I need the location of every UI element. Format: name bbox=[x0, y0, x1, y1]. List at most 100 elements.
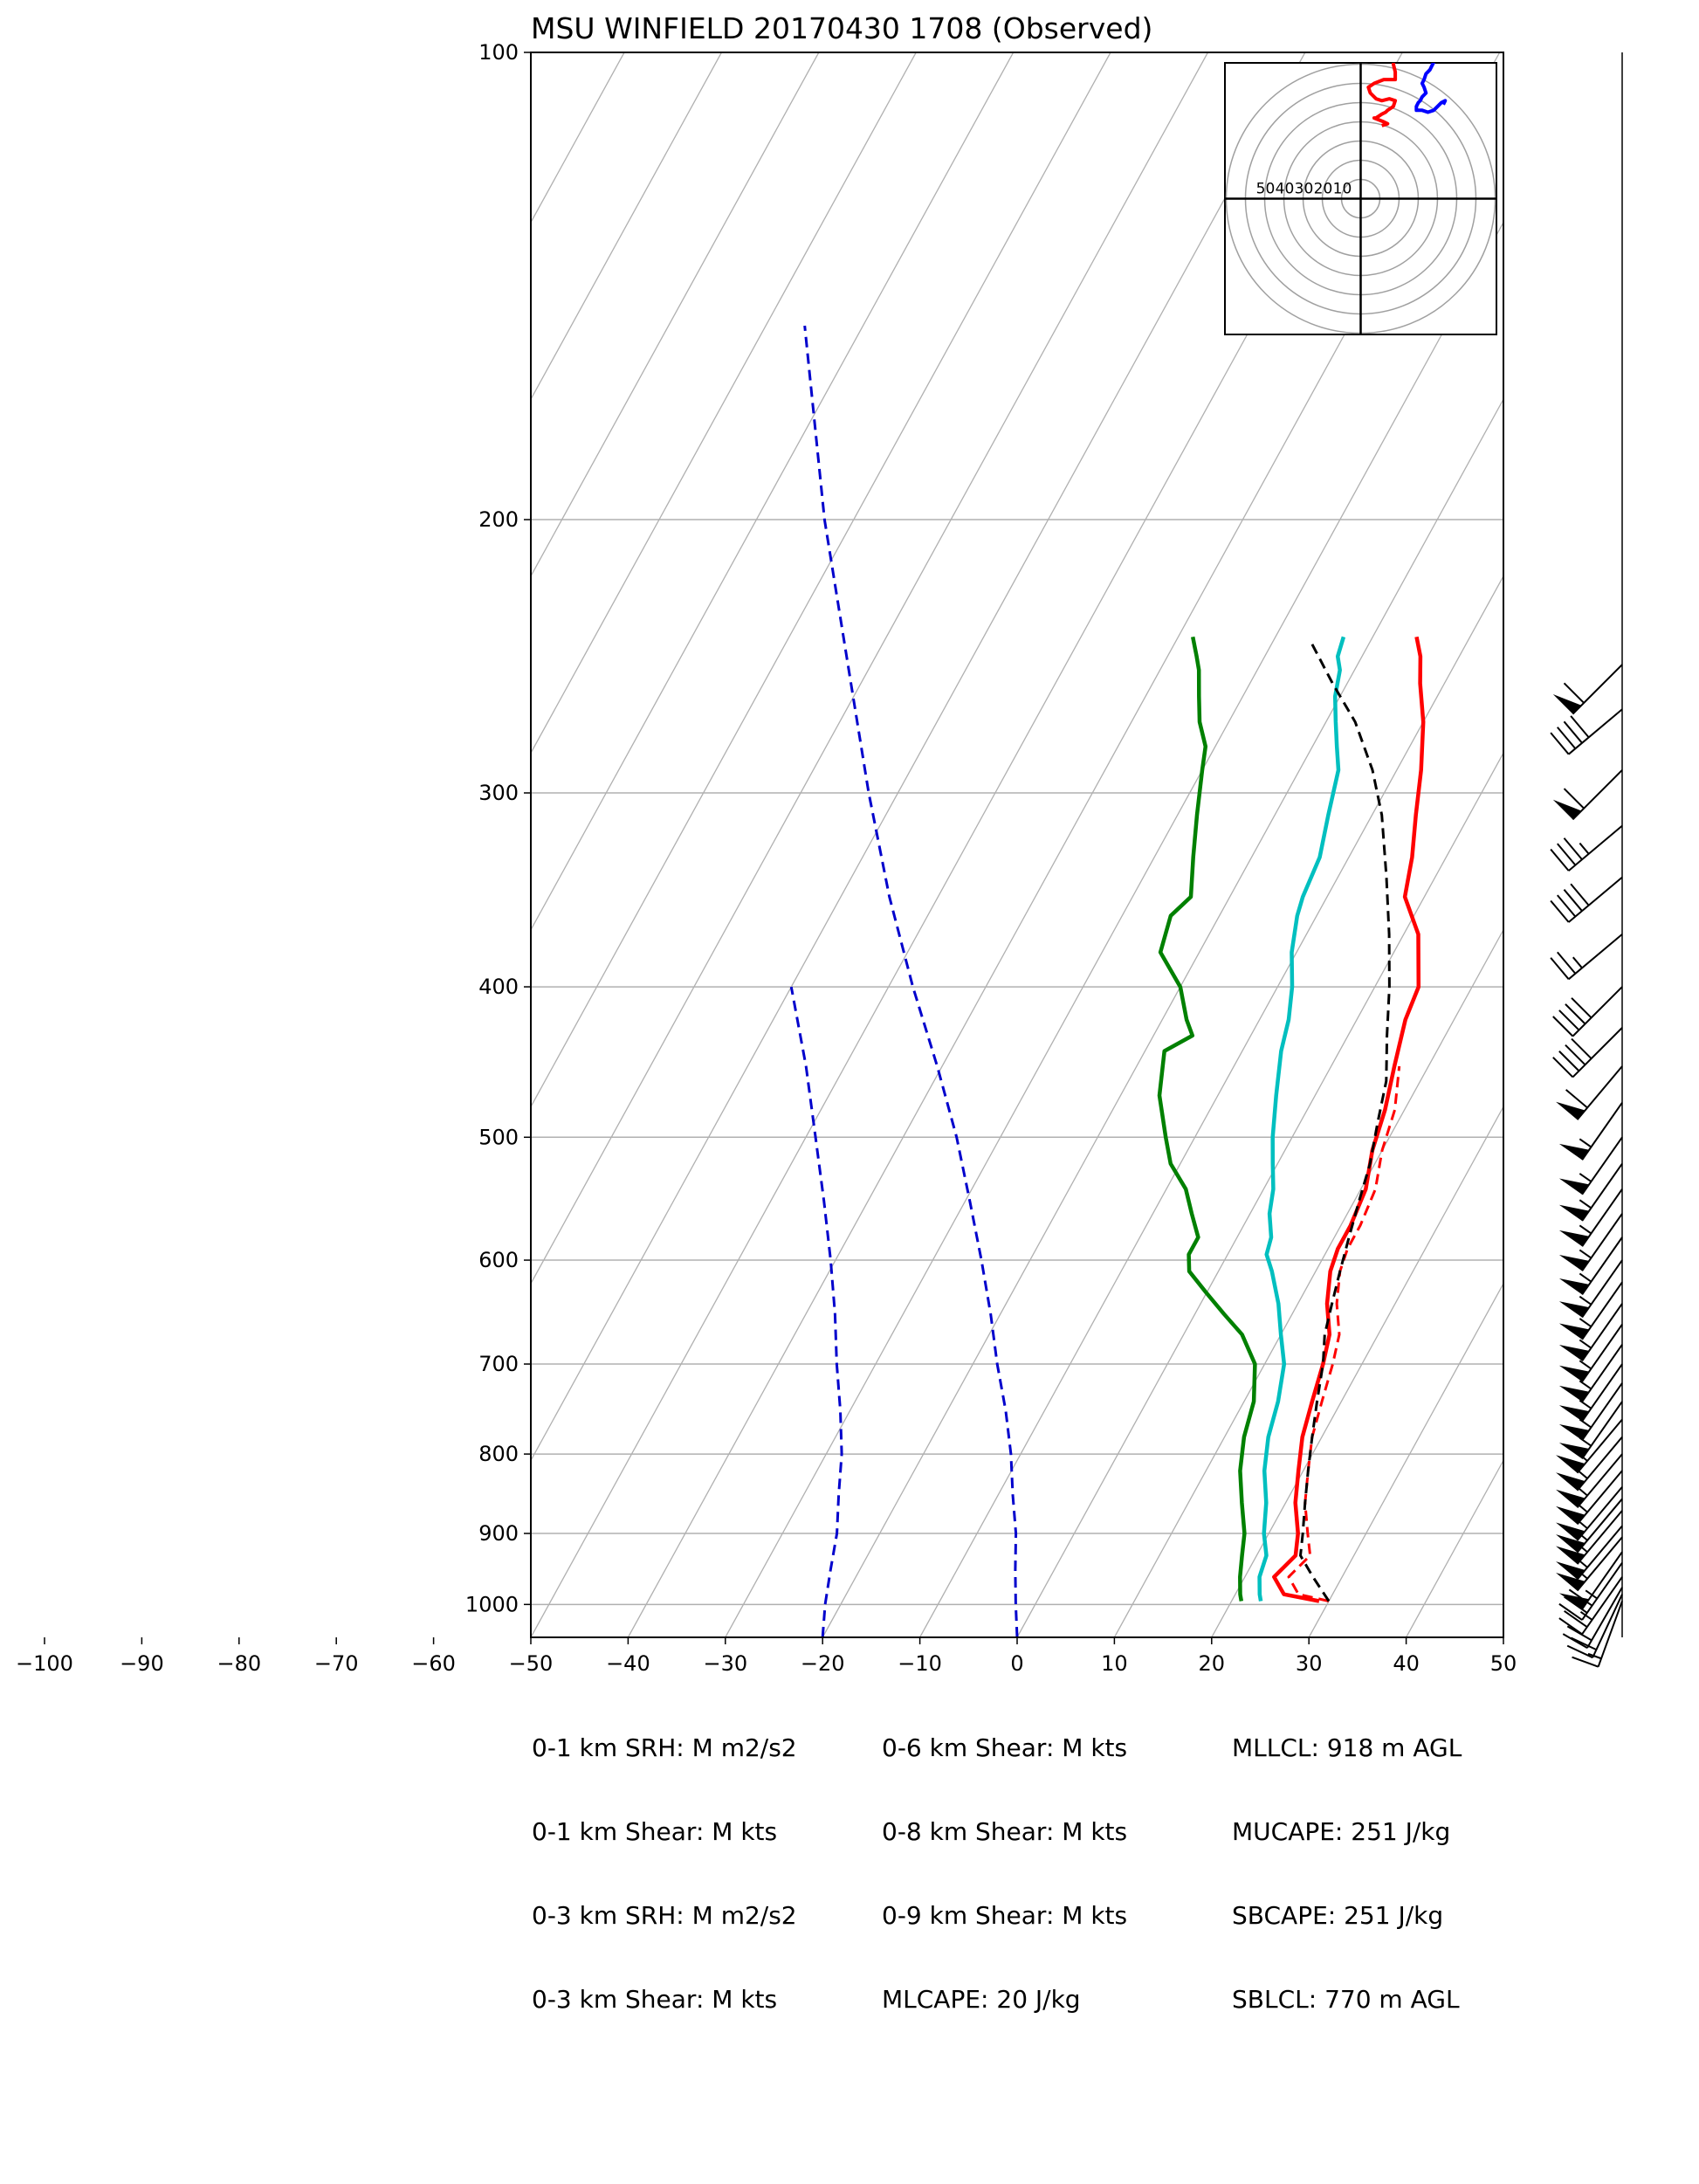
x-tick-label: 30 bbox=[1296, 1651, 1323, 1676]
wind-barb bbox=[1558, 1259, 1623, 1319]
isotherm-gridline bbox=[531, 52, 820, 578]
stat-mllcl: MLLCL: 918 m AGL bbox=[1232, 1733, 1462, 1762]
moist-adiabat-blue bbox=[789, 986, 843, 1637]
stat-shear-0-3km: 0-3 km Shear: M kts bbox=[532, 1985, 778, 2014]
wind-barb bbox=[1556, 1536, 1623, 1592]
isotherm-gridline bbox=[531, 52, 1111, 1108]
stat-sbcape: SBCAPE: 251 J/kg bbox=[1232, 1901, 1444, 1930]
y-tick-label: 1000 bbox=[465, 1592, 519, 1616]
y-tick-label: 500 bbox=[478, 1125, 519, 1149]
stat-srh-0-3km: 0-3 km SRH: M m2/s2 bbox=[532, 1901, 797, 1930]
wind-barb bbox=[1550, 934, 1623, 981]
y-tick-label: 400 bbox=[478, 975, 519, 999]
hodograph-ring-label: 10 bbox=[1333, 181, 1352, 198]
wind-barb bbox=[1558, 1163, 1623, 1222]
wind-barb bbox=[1566, 1594, 1623, 1659]
stat-shear-0-9km: 0-9 km Shear: M kts bbox=[882, 1901, 1128, 1930]
y-tick-label: 300 bbox=[478, 781, 519, 805]
isotherm-gridline bbox=[531, 52, 1306, 1462]
dewpoint-line bbox=[1157, 636, 1257, 1602]
x-tick-label: −50 bbox=[509, 1651, 554, 1676]
x-tick-label: −90 bbox=[120, 1651, 164, 1676]
wind-barb bbox=[1558, 1281, 1623, 1340]
stat-srh-0-1km: 0-1 km SRH: M m2/s2 bbox=[532, 1733, 797, 1762]
isotherm-gridline bbox=[1503, 52, 1699, 1637]
wind-barb bbox=[1558, 1344, 1623, 1402]
x-tick-label: −100 bbox=[16, 1651, 73, 1676]
stat-mlcape: MLCAPE: 20 J/kg bbox=[882, 1985, 1081, 2014]
wind-barb bbox=[1572, 1601, 1623, 1668]
stats-column-1: 0-1 km SRH: M m2/s2 0-1 km Shear: M kts … bbox=[532, 1678, 797, 2042]
wind-barb bbox=[1558, 1576, 1623, 1636]
wind-barb bbox=[1558, 1324, 1623, 1382]
stat-sblcl: SBLCL: 770 m AGL bbox=[1232, 1985, 1460, 2014]
temperature-line bbox=[1272, 636, 1426, 1603]
isotherm-gridline bbox=[0, 52, 527, 1637]
y-tick-label: 900 bbox=[478, 1521, 519, 1546]
x-tick-label: 20 bbox=[1199, 1651, 1226, 1676]
x-tick-label: 0 bbox=[1010, 1651, 1023, 1676]
wind-barb bbox=[1550, 876, 1623, 923]
wetbulb-line bbox=[1257, 636, 1346, 1602]
wind-barb bbox=[1558, 1213, 1623, 1271]
isotherm-gridline bbox=[1308, 1282, 1503, 1637]
hodograph-ring-label: 40 bbox=[1276, 181, 1295, 198]
parcel-line bbox=[1299, 642, 1391, 1602]
wind-barb bbox=[1552, 769, 1623, 821]
stat-shear-0-1km: 0-1 km Shear: M kts bbox=[532, 1817, 778, 1846]
wind-barb bbox=[1558, 1363, 1623, 1423]
wind-barb bbox=[1552, 664, 1623, 715]
y-tick-label: 700 bbox=[478, 1352, 519, 1376]
x-tick-label: −70 bbox=[314, 1651, 359, 1676]
x-tick-label: −30 bbox=[703, 1651, 747, 1676]
wind-barbs bbox=[1550, 664, 1623, 1668]
isotherm-gridline bbox=[531, 52, 723, 401]
isotherm-gridline bbox=[822, 397, 1503, 1637]
hodo-trace-blue bbox=[1414, 63, 1448, 114]
y-tick-label: 800 bbox=[478, 1442, 519, 1466]
x-tick-label: 40 bbox=[1393, 1651, 1420, 1676]
x-tick-label: −60 bbox=[411, 1651, 456, 1676]
wind-barb bbox=[1558, 1237, 1623, 1295]
chart-title: MSU WINFIELD 20170430 1708 (Observed) bbox=[531, 11, 1152, 45]
isotherm-gridline bbox=[1016, 751, 1503, 1637]
x-tick-label: −20 bbox=[801, 1651, 845, 1676]
x-tick-label: 50 bbox=[1490, 1651, 1517, 1676]
wind-barb bbox=[1552, 1027, 1623, 1078]
isotherm-gridline bbox=[1113, 928, 1503, 1637]
isotherm-gridline bbox=[531, 52, 917, 754]
wind-barb bbox=[1552, 986, 1623, 1037]
stat-shear-0-6km: 0-6 km Shear: M kts bbox=[882, 1733, 1128, 1762]
wind-barb bbox=[1558, 1136, 1623, 1195]
wind-barb bbox=[1550, 708, 1623, 755]
x-tick-label: −80 bbox=[217, 1651, 261, 1676]
hodograph-ring-label: 30 bbox=[1295, 181, 1314, 198]
y-tick-label: 100 bbox=[478, 40, 519, 65]
isotherm-gridline bbox=[1211, 1106, 1503, 1637]
virtual-temperature-line bbox=[1287, 1065, 1401, 1602]
x-tick-label: 10 bbox=[1101, 1651, 1128, 1676]
hodograph-ring-label: 50 bbox=[1256, 181, 1276, 198]
stat-shear-0-8km: 0-8 km Shear: M kts bbox=[882, 1817, 1128, 1846]
wind-barb bbox=[1558, 1551, 1623, 1610]
hodograph-ring-label: 20 bbox=[1314, 181, 1333, 198]
stats-column-3: MLLCL: 918 m AGL MUCAPE: 251 J/kg SBCAPE… bbox=[1232, 1678, 1462, 2042]
stat-mucape: MUCAPE: 251 J/kg bbox=[1232, 1817, 1451, 1846]
hodograph: 50 40 30 20 10 bbox=[1224, 62, 1497, 335]
moist-adiabat-blue bbox=[803, 325, 1019, 1637]
wind-barb bbox=[1558, 1188, 1623, 1247]
hodo-trace-red bbox=[1366, 63, 1398, 127]
wind-barb bbox=[1550, 824, 1623, 872]
isotherm-gridline bbox=[531, 52, 1015, 932]
isotherm-gridline bbox=[531, 52, 1209, 1285]
wind-barb bbox=[1558, 1102, 1623, 1161]
y-tick-label: 600 bbox=[478, 1248, 519, 1272]
x-tick-label: −10 bbox=[898, 1651, 942, 1676]
wind-barb bbox=[1556, 1065, 1623, 1120]
x-tick-label: −40 bbox=[606, 1651, 650, 1676]
stats-column-2: 0-6 km Shear: M kts 0-8 km Shear: M kts … bbox=[882, 1678, 1127, 2042]
wind-barb bbox=[1558, 1303, 1623, 1361]
y-tick-label: 200 bbox=[478, 507, 519, 532]
isotherm-gridline bbox=[919, 575, 1503, 1637]
